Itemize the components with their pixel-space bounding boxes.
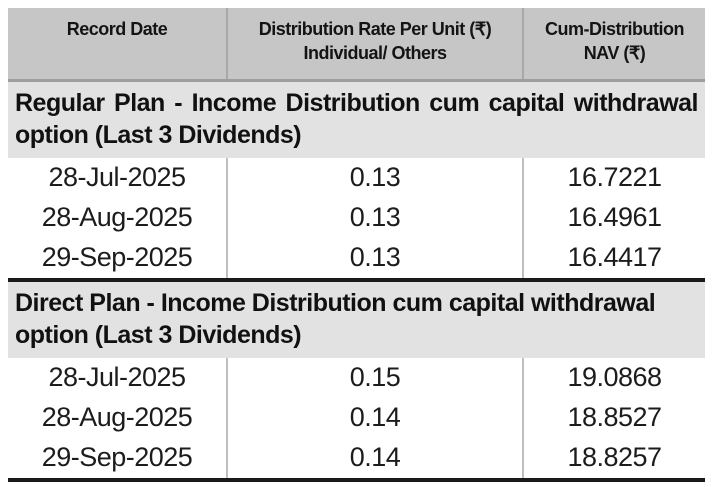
cell-record-date: 28-Aug-2025 xyxy=(8,397,227,438)
col-header-distribution-rate: Distribution Rate Per Unit (₹) Individua… xyxy=(226,8,523,82)
cell-record-date: 29-Sep-2025 xyxy=(8,437,227,480)
cell-cum-distribution-nav: 16.4961 xyxy=(522,197,705,238)
col-header-cum-distribution-nav: Cum-Distribution NAV (₹) xyxy=(522,8,705,82)
cell-distribution-rate: 0.13 xyxy=(226,157,523,198)
cell-record-date: 28-Jul-2025 xyxy=(8,357,227,398)
table-row: 28-Aug-2025 0.13 16.4961 xyxy=(8,197,705,238)
section-title-regular-plan: Regular Plan - Income Distribution cum c… xyxy=(8,80,705,158)
cell-cum-distribution-nav: 18.8257 xyxy=(522,437,705,480)
table-header-row: Record Date Distribution Rate Per Unit (… xyxy=(8,8,705,82)
cell-distribution-rate: 0.15 xyxy=(226,357,523,398)
cell-distribution-rate: 0.13 xyxy=(226,197,523,238)
section-title-direct-plan: Direct Plan - Income Distribution cum ca… xyxy=(8,277,705,358)
section-header-regular-plan: Regular Plan - Income Distribution cum c… xyxy=(8,80,705,158)
table-row: 28-Jul-2025 0.13 16.7221 xyxy=(8,157,705,198)
col-header-individual-others-label: Individual/ Others xyxy=(303,43,447,64)
section-header-direct-plan: Direct Plan - Income Distribution cum ca… xyxy=(8,277,705,358)
table-row: 29-Sep-2025 0.14 18.8257 xyxy=(8,437,705,480)
cell-cum-distribution-nav: 18.8527 xyxy=(522,397,705,438)
cell-cum-distribution-nav: 16.4417 xyxy=(522,237,705,280)
col-header-cum-distribution-nav-label: Cum-Distribution NAV (₹) xyxy=(545,19,684,64)
dividend-distribution-table: Record Date Distribution Rate Per Unit (… xyxy=(8,8,705,482)
cell-record-date: 28-Jul-2025 xyxy=(8,157,227,198)
table-row: 29-Sep-2025 0.13 16.4417 xyxy=(8,237,705,280)
col-header-record-date: Record Date xyxy=(8,8,227,82)
cell-record-date: 28-Aug-2025 xyxy=(8,197,227,238)
cell-cum-distribution-nav: 19.0868 xyxy=(522,357,705,398)
cell-cum-distribution-nav: 16.7221 xyxy=(522,157,705,198)
cell-distribution-rate: 0.14 xyxy=(226,397,523,438)
col-header-distribution-rate-label: Distribution Rate Per Unit (₹) xyxy=(258,19,492,39)
cell-distribution-rate: 0.13 xyxy=(226,237,523,280)
table-row: 28-Aug-2025 0.14 18.8527 xyxy=(8,397,705,438)
cell-distribution-rate: 0.14 xyxy=(226,437,523,480)
col-header-record-date-label: Record Date xyxy=(66,19,168,39)
cell-record-date: 29-Sep-2025 xyxy=(8,237,227,280)
table-row: 28-Jul-2025 0.15 19.0868 xyxy=(8,357,705,398)
